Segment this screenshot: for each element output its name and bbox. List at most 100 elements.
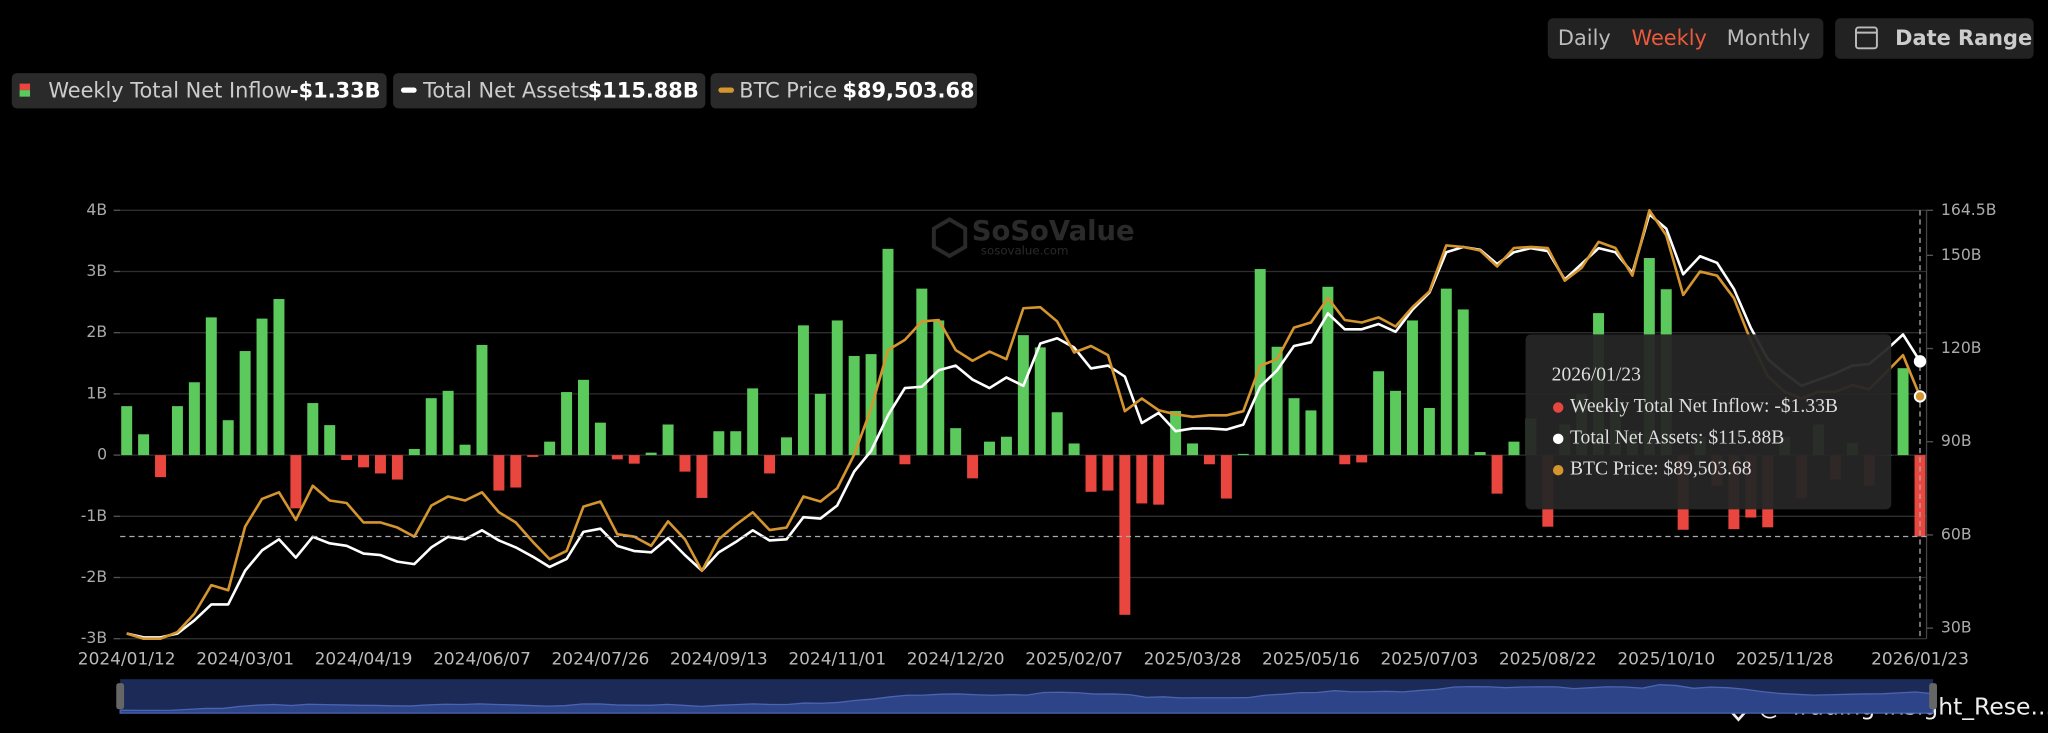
bar — [324, 425, 336, 456]
x-tick-label: 2024/12/20 — [907, 650, 1005, 670]
legend-name: BTC Price — [739, 78, 837, 102]
date-range-box[interactable] — [1835, 18, 2034, 59]
bar — [984, 441, 995, 456]
bar — [1220, 455, 1232, 499]
legend-icon — [19, 90, 31, 97]
tooltip-dot — [1552, 433, 1564, 445]
bar — [1203, 455, 1215, 465]
bar — [764, 455, 776, 474]
bar — [611, 455, 623, 460]
tooltip-line: Weekly Total Net Inflow: -$1.33B — [1570, 396, 1838, 417]
navigator[interactable] — [116, 679, 1937, 714]
bar — [713, 431, 725, 456]
x-tick-label: 2025/11/28 — [1736, 650, 1834, 670]
navigator-handle[interactable] — [1929, 683, 1937, 710]
bar — [1356, 455, 1368, 463]
bar — [442, 390, 454, 456]
navigator-area — [119, 684, 1934, 714]
bar — [577, 379, 589, 456]
y2-tick-label: 150B — [1941, 245, 1982, 264]
hover-dot — [1913, 390, 1927, 403]
bar — [171, 406, 183, 456]
bar — [1508, 441, 1520, 456]
y-tick-label: 1B — [86, 383, 107, 402]
tab[interactable]: Monthly — [1727, 26, 1811, 50]
calendar-icon — [1855, 26, 1878, 50]
bar — [1339, 455, 1351, 465]
x-tick-label: 2025/10/10 — [1617, 650, 1715, 670]
bar — [307, 403, 319, 456]
y2-tick-label: 30B — [1941, 618, 1972, 637]
tooltip-line: BTC Price: $89,503.68 — [1570, 459, 1752, 480]
bar — [594, 422, 606, 456]
bar — [239, 351, 251, 456]
bar — [1051, 412, 1063, 456]
tooltip-dot — [1552, 464, 1564, 476]
bar — [1474, 452, 1486, 456]
bar — [1406, 320, 1418, 456]
legend-item[interactable]: Weekly Total Net Inflow-$1.33B — [11, 73, 387, 109]
date-range-label[interactable]: Date Range — [1895, 26, 2032, 50]
y-tick-label: 0 — [97, 445, 107, 464]
tooltip: 2026/01/23 Weekly Total Net Inflow: -$1.… — [1525, 334, 1892, 510]
watermark-name: SoSoValue — [972, 216, 1135, 247]
bar — [1440, 288, 1452, 456]
legend-box[interactable] — [393, 73, 706, 109]
bar — [358, 455, 370, 468]
legend-name: Total Net Assets — [422, 78, 590, 102]
date-range-button[interactable]: Date Range — [1835, 18, 2034, 59]
x-tick-label: 2025/05/16 — [1262, 650, 1360, 670]
bar — [933, 320, 945, 456]
x-tick-label: 2024/01/12 — [78, 650, 176, 670]
bar — [967, 455, 979, 479]
legend-value: $115.88B — [588, 78, 699, 102]
bar — [1102, 455, 1114, 491]
bar — [848, 355, 860, 456]
navigator-handle[interactable] — [116, 683, 125, 710]
bar — [679, 455, 691, 472]
legend-icon — [19, 83, 31, 91]
bar — [1254, 269, 1266, 456]
legend-icon — [718, 87, 735, 93]
x-tick-label: 2024/11/01 — [788, 650, 886, 670]
y-tick-label: -3B — [81, 628, 107, 647]
bar — [391, 455, 403, 480]
bar — [476, 344, 488, 456]
tooltip-date: 2026/01/23 — [1552, 365, 1641, 386]
bar — [1897, 368, 1909, 456]
bar — [916, 288, 928, 456]
bar — [1187, 443, 1199, 456]
bar — [138, 434, 150, 456]
tooltip-line: Total Net Assets: $115.88B — [1570, 427, 1784, 448]
legend-item[interactable]: Total Net Assets$115.88B — [393, 73, 706, 109]
bar — [950, 428, 962, 456]
x-tick-label: 2026/01/23 — [1871, 650, 1969, 670]
bar — [1271, 346, 1283, 456]
x-tick-label: 2024/04/19 — [315, 650, 413, 670]
tab[interactable]: Weekly — [1632, 26, 1707, 50]
bar — [256, 318, 268, 456]
bar — [459, 444, 471, 456]
line — [126, 208, 1922, 641]
legend-value: -$1.33B — [290, 78, 381, 102]
bar — [1034, 347, 1046, 456]
bar — [1136, 455, 1148, 504]
legend-name: Weekly Total Net Inflow — [48, 78, 291, 102]
bar — [730, 431, 742, 456]
x-tick-label: 2024/03/01 — [196, 650, 294, 670]
bar — [1153, 455, 1165, 505]
y-tick-label: 2B — [86, 322, 107, 341]
bar — [341, 455, 353, 460]
bar — [1119, 455, 1131, 615]
bar — [899, 455, 911, 465]
legend-item[interactable]: BTC Price $89,503.68 — [710, 73, 977, 109]
bar — [831, 320, 843, 456]
bar — [1491, 455, 1503, 494]
tabs: Daily Weekly Monthly — [1558, 26, 1810, 50]
bar — [273, 299, 285, 456]
legend-box[interactable] — [710, 73, 977, 109]
bar — [205, 317, 217, 456]
legend-box[interactable] — [11, 73, 387, 109]
tooltip-box — [1525, 334, 1892, 510]
tab[interactable]: Daily — [1558, 26, 1611, 50]
